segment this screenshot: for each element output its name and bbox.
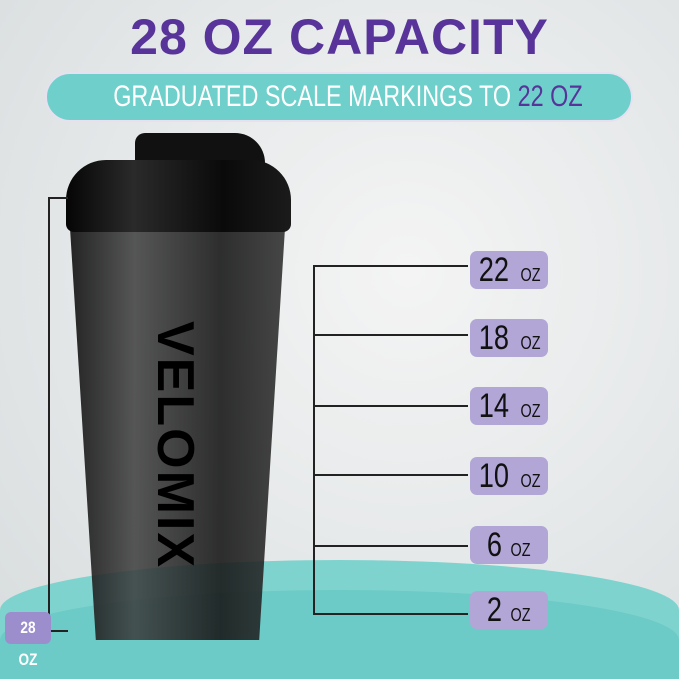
brand-logo: VELOMIX (146, 320, 204, 570)
capacity-label: 28 OZ (5, 612, 51, 669)
scale-tick (313, 545, 468, 547)
capacity-bracket-top (48, 197, 68, 199)
marking-label-10: 10 OZ (470, 457, 548, 495)
bottle-lid (66, 160, 291, 232)
scale-tick (313, 334, 468, 336)
bottle-body (70, 228, 285, 640)
marking-label-14: 14 OZ (470, 387, 548, 425)
scale-tick (313, 613, 468, 615)
scale-tick (313, 474, 468, 476)
marking-label-18: 18 OZ (470, 319, 548, 357)
scale-tick (313, 405, 468, 407)
marking-label-22: 22 OZ (470, 251, 548, 289)
scale-vertical-line (313, 265, 315, 614)
page-title: 28 OZ CAPACITY (130, 9, 549, 65)
subtitle-highlight: 22 OZ (517, 80, 583, 113)
marking-label-6: 6 OZ (470, 526, 548, 564)
capacity-bracket (48, 197, 50, 630)
marking-label-2: 2 OZ (470, 591, 548, 629)
capacity-bracket-bottom (48, 630, 68, 632)
scale-tick (313, 265, 468, 267)
subtitle-banner: GRADUATED SCALE MARKINGS TO 22 OZ (45, 72, 633, 122)
capacity-label-text: 28 OZ (18, 618, 38, 669)
subtitle-text: GRADUATED SCALE MARKINGS TO (113, 80, 512, 113)
